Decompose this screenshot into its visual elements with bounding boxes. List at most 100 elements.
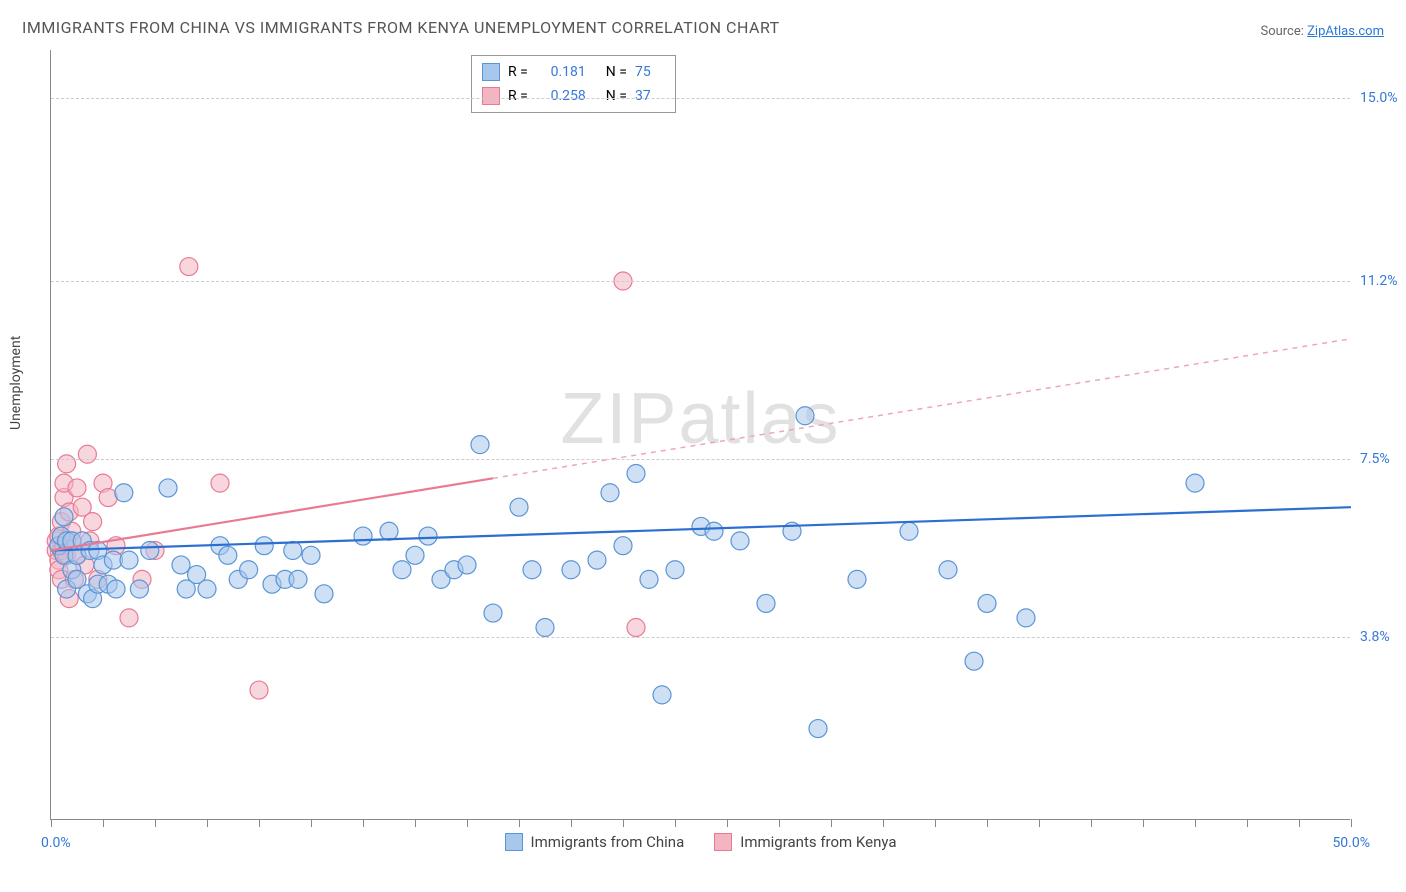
data-point-china [255,537,273,555]
data-point-china [536,619,554,637]
y-tick-label: 3.8% [1360,629,1406,645]
data-point-china [588,551,606,569]
trendline-china [51,507,1351,550]
data-point-china [796,407,814,425]
bottom-legend: Immigrants from China Immigrants from Ken… [504,833,896,851]
x-tick [1039,819,1040,827]
legend-swatch [504,833,522,851]
x-tick [675,819,676,827]
legend-label: Immigrants from Kenya [740,833,896,851]
x-tick [1091,819,1092,827]
x-tick [883,819,884,827]
data-point-china [198,580,216,598]
data-point-china [965,652,983,670]
x-tick [415,819,416,827]
x-tick [363,819,364,827]
data-point-china [159,479,177,497]
data-point-china [978,594,996,612]
x-tick [987,819,988,827]
data-point-china [562,561,580,579]
data-point-china [393,561,411,579]
data-point-china [523,561,541,579]
data-point-china [219,546,237,564]
x-tick [103,819,104,827]
data-point-kenya [120,609,138,627]
x-tick [935,819,936,827]
data-point-kenya [180,258,198,276]
bottom-legend-item: Immigrants from China [504,833,684,851]
data-point-china [1017,609,1035,627]
data-point-china [120,551,138,569]
x-tick [1351,819,1352,827]
y-axis-label: Unemployment [8,336,24,430]
data-point-china [55,508,73,526]
data-point-china [809,720,827,738]
bottom-legend-item: Immigrants from Kenya [714,833,896,851]
gridline [51,281,1350,282]
data-point-china [172,556,190,574]
data-point-china [354,527,372,545]
data-point-china [757,594,775,612]
x-max-label: 50.0% [1332,835,1370,851]
x-tick [1299,819,1300,827]
data-point-china [471,436,489,454]
data-point-china [284,542,302,560]
x-tick [207,819,208,827]
data-point-china [240,561,258,579]
data-point-china [130,580,148,598]
data-point-china [107,580,125,598]
data-point-china [848,570,866,588]
data-point-china [289,570,307,588]
x-tick [467,819,468,827]
data-point-kenya [58,455,76,473]
x-tick [831,819,832,827]
x-tick [259,819,260,827]
gridline [51,459,1350,460]
data-point-china [141,542,159,560]
x-tick [571,819,572,827]
plot-area: ZIPatlas R =0.181N =75R =0.258N =37 0.0%… [50,50,1350,820]
data-point-china [419,527,437,545]
x-tick [51,819,52,827]
data-point-china [939,561,957,579]
source-link[interactable]: ZipAtlas.com [1307,24,1384,39]
data-point-china [666,561,684,579]
data-point-china [302,546,320,564]
data-point-china [406,546,424,564]
source: Source: ZipAtlas.com [1260,24,1384,39]
gridline [51,637,1350,638]
data-point-kenya [211,474,229,492]
y-tick-label: 7.5% [1360,451,1406,467]
x-min-label: 0.0% [41,835,71,851]
x-tick [1143,819,1144,827]
x-tick [727,819,728,827]
trendline-kenya-extrap [493,339,1351,479]
data-point-china [640,570,658,588]
x-tick [779,819,780,827]
x-tick [1195,819,1196,827]
data-point-kenya [84,513,102,531]
data-point-china [458,556,476,574]
data-point-kenya [78,445,96,463]
x-tick [311,819,312,827]
legend-label: Immigrants from China [530,833,684,851]
gridline [51,98,1350,99]
y-tick-label: 11.2% [1360,273,1406,289]
chart-svg [51,50,1350,819]
data-point-china [705,522,723,540]
x-tick [155,819,156,827]
x-tick [519,819,520,827]
data-point-china [510,498,528,516]
x-tick [623,819,624,827]
data-point-kenya [627,619,645,637]
data-point-china [900,522,918,540]
data-point-china [653,686,671,704]
data-point-china [115,484,133,502]
data-point-kenya [68,479,86,497]
y-tick-label: 15.0% [1360,90,1406,106]
data-point-china [484,604,502,622]
data-point-china [1186,474,1204,492]
data-point-china [731,532,749,550]
data-point-china [614,537,632,555]
data-point-china [627,465,645,483]
